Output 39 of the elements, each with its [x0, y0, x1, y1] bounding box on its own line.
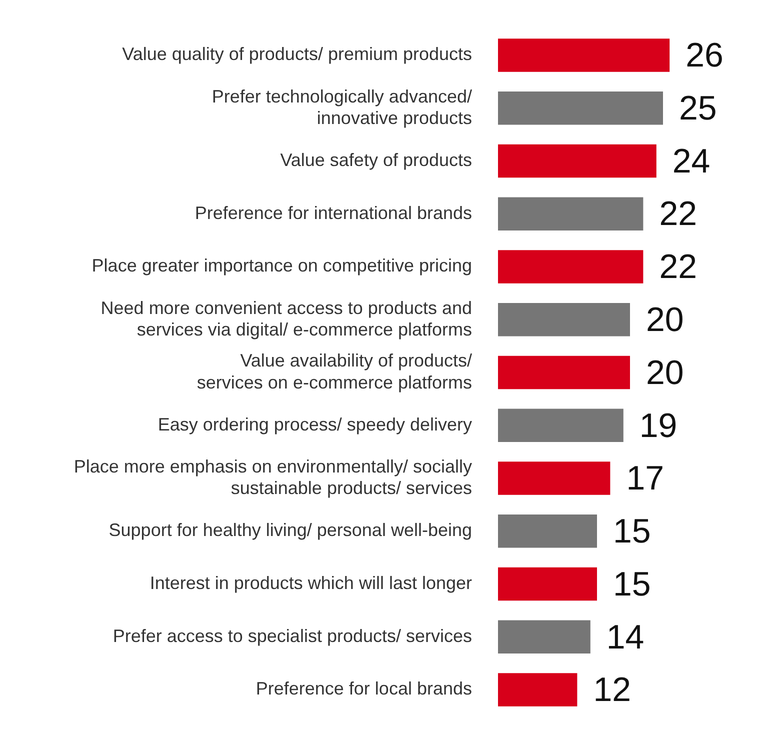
bar — [498, 356, 630, 390]
y-tick-label: Need more convenient access to products and services via digital/ e-commerce platforms — [100, 298, 472, 340]
data-label: 20 — [646, 301, 684, 339]
y-tick-label: Preference for international brands — [194, 202, 472, 223]
data-label: 19 — [639, 406, 678, 445]
data-label: 25 — [679, 89, 717, 128]
y-tick-label: Interest in products which will last longer — [150, 572, 472, 593]
bar — [498, 250, 644, 284]
y-tick-label: Value availability of products/ services on e-commerce platforms — [196, 350, 472, 392]
bar — [498, 462, 610, 495]
data-label: 24 — [672, 142, 710, 180]
bar — [498, 91, 663, 125]
y-tick-label: Place greater importance on competitive pricing — [92, 256, 472, 276]
y-tick-label: Value quality of products/ premium products — [122, 44, 472, 64]
y-tick-label: Preference for local brands — [256, 678, 472, 699]
data-label: 12 — [593, 671, 632, 710]
data-label: 22 — [659, 248, 698, 286]
data-label: 15 — [613, 565, 651, 604]
y-tick-label: Support for healthy living/ personal well-being — [108, 520, 472, 540]
y-tick-label: Place more emphasis on environmentally/ socially sustainable products/ services — [74, 456, 472, 498]
bar — [498, 38, 670, 72]
bar — [498, 620, 590, 654]
data-label: 15 — [613, 512, 651, 551]
bar — [498, 197, 644, 231]
data-label: 14 — [606, 618, 644, 656]
bar — [498, 302, 630, 336]
bar — [498, 567, 597, 601]
y-tick-label: Prefer access to specialist products/ services — [112, 626, 472, 646]
data-label: 22 — [659, 195, 698, 234]
bar — [498, 673, 578, 706]
bar — [498, 408, 624, 442]
data-label: 26 — [686, 36, 724, 75]
bar — [498, 144, 656, 178]
data-label: 20 — [646, 354, 684, 392]
y-tick-label: Prefer technologically advanced/ innovative products — [212, 86, 472, 128]
data-label: 17 — [626, 460, 664, 498]
y-tick-label: Easy ordering process/ speedy delivery — [158, 414, 472, 434]
bar — [498, 514, 597, 548]
y-tick-label: Value safety of products — [280, 150, 472, 170]
